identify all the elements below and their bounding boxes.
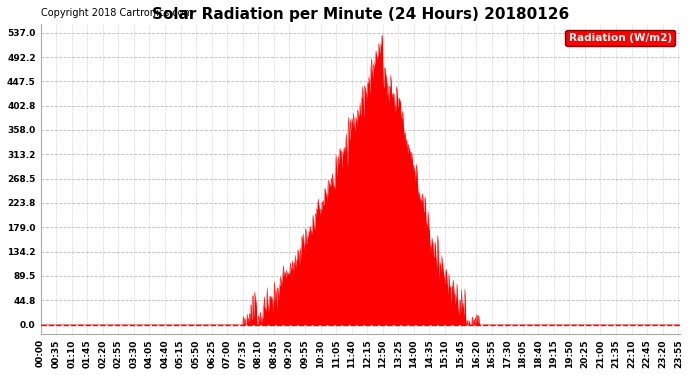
Legend: Radiation (W/m2): Radiation (W/m2) [566, 30, 675, 46]
Title: Solar Radiation per Minute (24 Hours) 20180126: Solar Radiation per Minute (24 Hours) 20… [152, 7, 569, 22]
Text: Copyright 2018 Cartronics.com: Copyright 2018 Cartronics.com [41, 8, 193, 18]
